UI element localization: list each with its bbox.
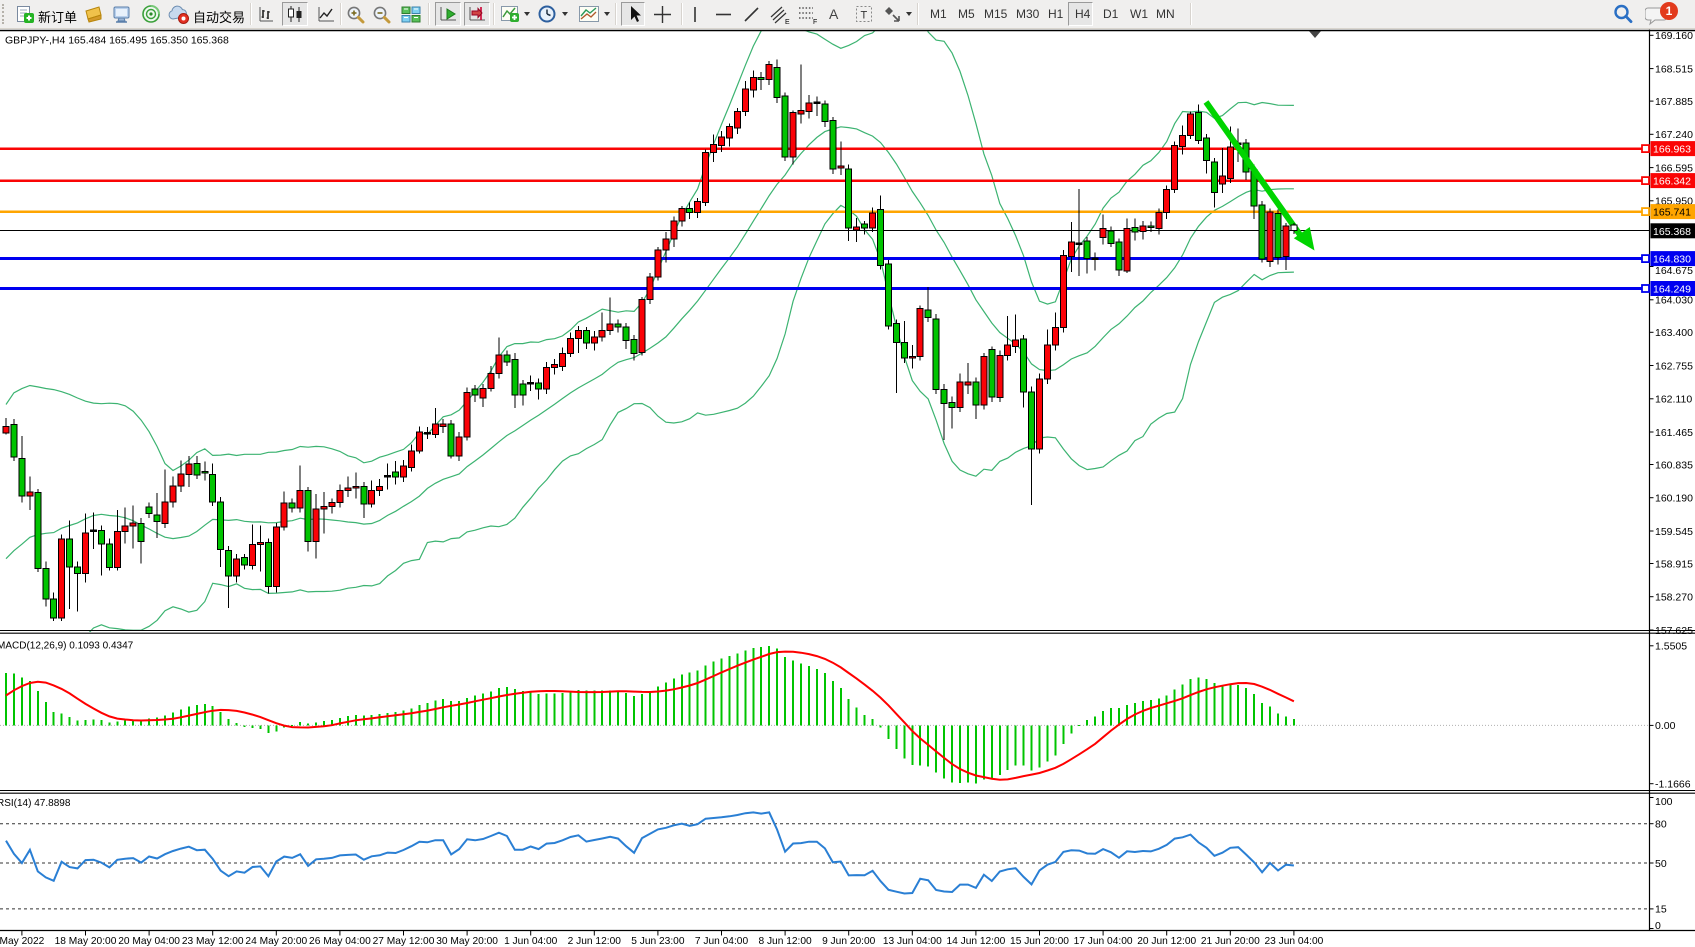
- svg-text:15 Jun 20:00: 15 Jun 20:00: [1010, 936, 1069, 947]
- svg-text:20 Jun 12:00: 20 Jun 12:00: [1137, 936, 1196, 947]
- svg-text:158.270: 158.270: [1655, 592, 1693, 604]
- svg-text:164.675: 164.675: [1655, 265, 1693, 277]
- svg-text:GBPJPY-,H4 165.484 165.495 16: GBPJPY-,H4 165.484 165.495 165.350 165.3…: [5, 35, 229, 47]
- svg-text:May 2022: May 2022: [0, 936, 45, 947]
- svg-text:0.00: 0.00: [1655, 720, 1676, 732]
- svg-text:30 May 20:00: 30 May 20:00: [436, 936, 498, 947]
- svg-text:8 Jun 12:00: 8 Jun 12:00: [758, 936, 812, 947]
- svg-text:9 Jun 20:00: 9 Jun 20:00: [822, 936, 876, 947]
- svg-text:159.545: 159.545: [1655, 526, 1693, 538]
- svg-text:1.5505: 1.5505: [1655, 641, 1687, 653]
- svg-text:50: 50: [1655, 858, 1667, 870]
- svg-text:163.400: 163.400: [1655, 327, 1693, 339]
- svg-text:161.465: 161.465: [1655, 427, 1693, 439]
- svg-text:17 Jun 04:00: 17 Jun 04:00: [1074, 936, 1133, 947]
- svg-text:157.625: 157.625: [1655, 625, 1693, 637]
- svg-text:23 May 12:00: 23 May 12:00: [182, 936, 244, 947]
- svg-text:166.342: 166.342: [1653, 176, 1691, 188]
- svg-text:27 May 12:00: 27 May 12:00: [373, 936, 435, 947]
- svg-text:MACD(12,26,9) 0.1093 0.4347: MACD(12,26,9) 0.1093 0.4347: [0, 641, 134, 652]
- svg-text:166.595: 166.595: [1655, 162, 1693, 174]
- svg-text:2 Jun 12:00: 2 Jun 12:00: [568, 936, 622, 947]
- svg-text:166.963: 166.963: [1653, 144, 1691, 156]
- svg-text:23 Jun 04:00: 23 Jun 04:00: [1264, 936, 1323, 947]
- svg-text:165.741: 165.741: [1653, 207, 1691, 219]
- svg-text:E: E: [785, 19, 790, 25]
- svg-text:164.030: 164.030: [1655, 295, 1693, 307]
- svg-text:14 Jun 12:00: 14 Jun 12:00: [946, 936, 1005, 947]
- svg-text:160.835: 160.835: [1655, 459, 1693, 471]
- svg-text:164.830: 164.830: [1653, 254, 1691, 266]
- svg-text:21 Jun 20:00: 21 Jun 20:00: [1201, 936, 1260, 947]
- svg-text:160.190: 160.190: [1655, 493, 1693, 505]
- svg-text:13 Jun 04:00: 13 Jun 04:00: [883, 936, 942, 947]
- svg-text:T: T: [861, 10, 868, 22]
- svg-text:24 May 20:00: 24 May 20:00: [245, 936, 307, 947]
- svg-text:169.160: 169.160: [1655, 30, 1693, 42]
- svg-text:167.240: 167.240: [1655, 129, 1693, 141]
- svg-text:168.515: 168.515: [1655, 63, 1693, 75]
- svg-text:7 Jun 04:00: 7 Jun 04:00: [695, 936, 749, 947]
- svg-text:158.915: 158.915: [1655, 558, 1693, 570]
- svg-text:26 May 04:00: 26 May 04:00: [309, 936, 371, 947]
- svg-text:164.249: 164.249: [1653, 284, 1691, 296]
- svg-text:162.755: 162.755: [1655, 360, 1693, 372]
- svg-text:1 Jun 04:00: 1 Jun 04:00: [504, 936, 558, 947]
- svg-text:167.885: 167.885: [1655, 96, 1693, 108]
- svg-text:5 Jun 23:00: 5 Jun 23:00: [631, 936, 685, 947]
- svg-text:80: 80: [1655, 819, 1667, 831]
- svg-text:F: F: [813, 19, 817, 25]
- svg-text:165.368: 165.368: [1653, 226, 1691, 238]
- svg-text:18 May 20:00: 18 May 20:00: [55, 936, 117, 947]
- svg-text:-1.1666: -1.1666: [1655, 779, 1691, 791]
- svg-text:162.110: 162.110: [1655, 394, 1692, 406]
- svg-text:100: 100: [1655, 796, 1673, 808]
- svg-text:0: 0: [1655, 920, 1661, 932]
- svg-text:15: 15: [1655, 904, 1667, 916]
- svg-text:20 May 04:00: 20 May 04:00: [118, 936, 180, 947]
- svg-text:RSI(14) 47.8898: RSI(14) 47.8898: [0, 798, 71, 809]
